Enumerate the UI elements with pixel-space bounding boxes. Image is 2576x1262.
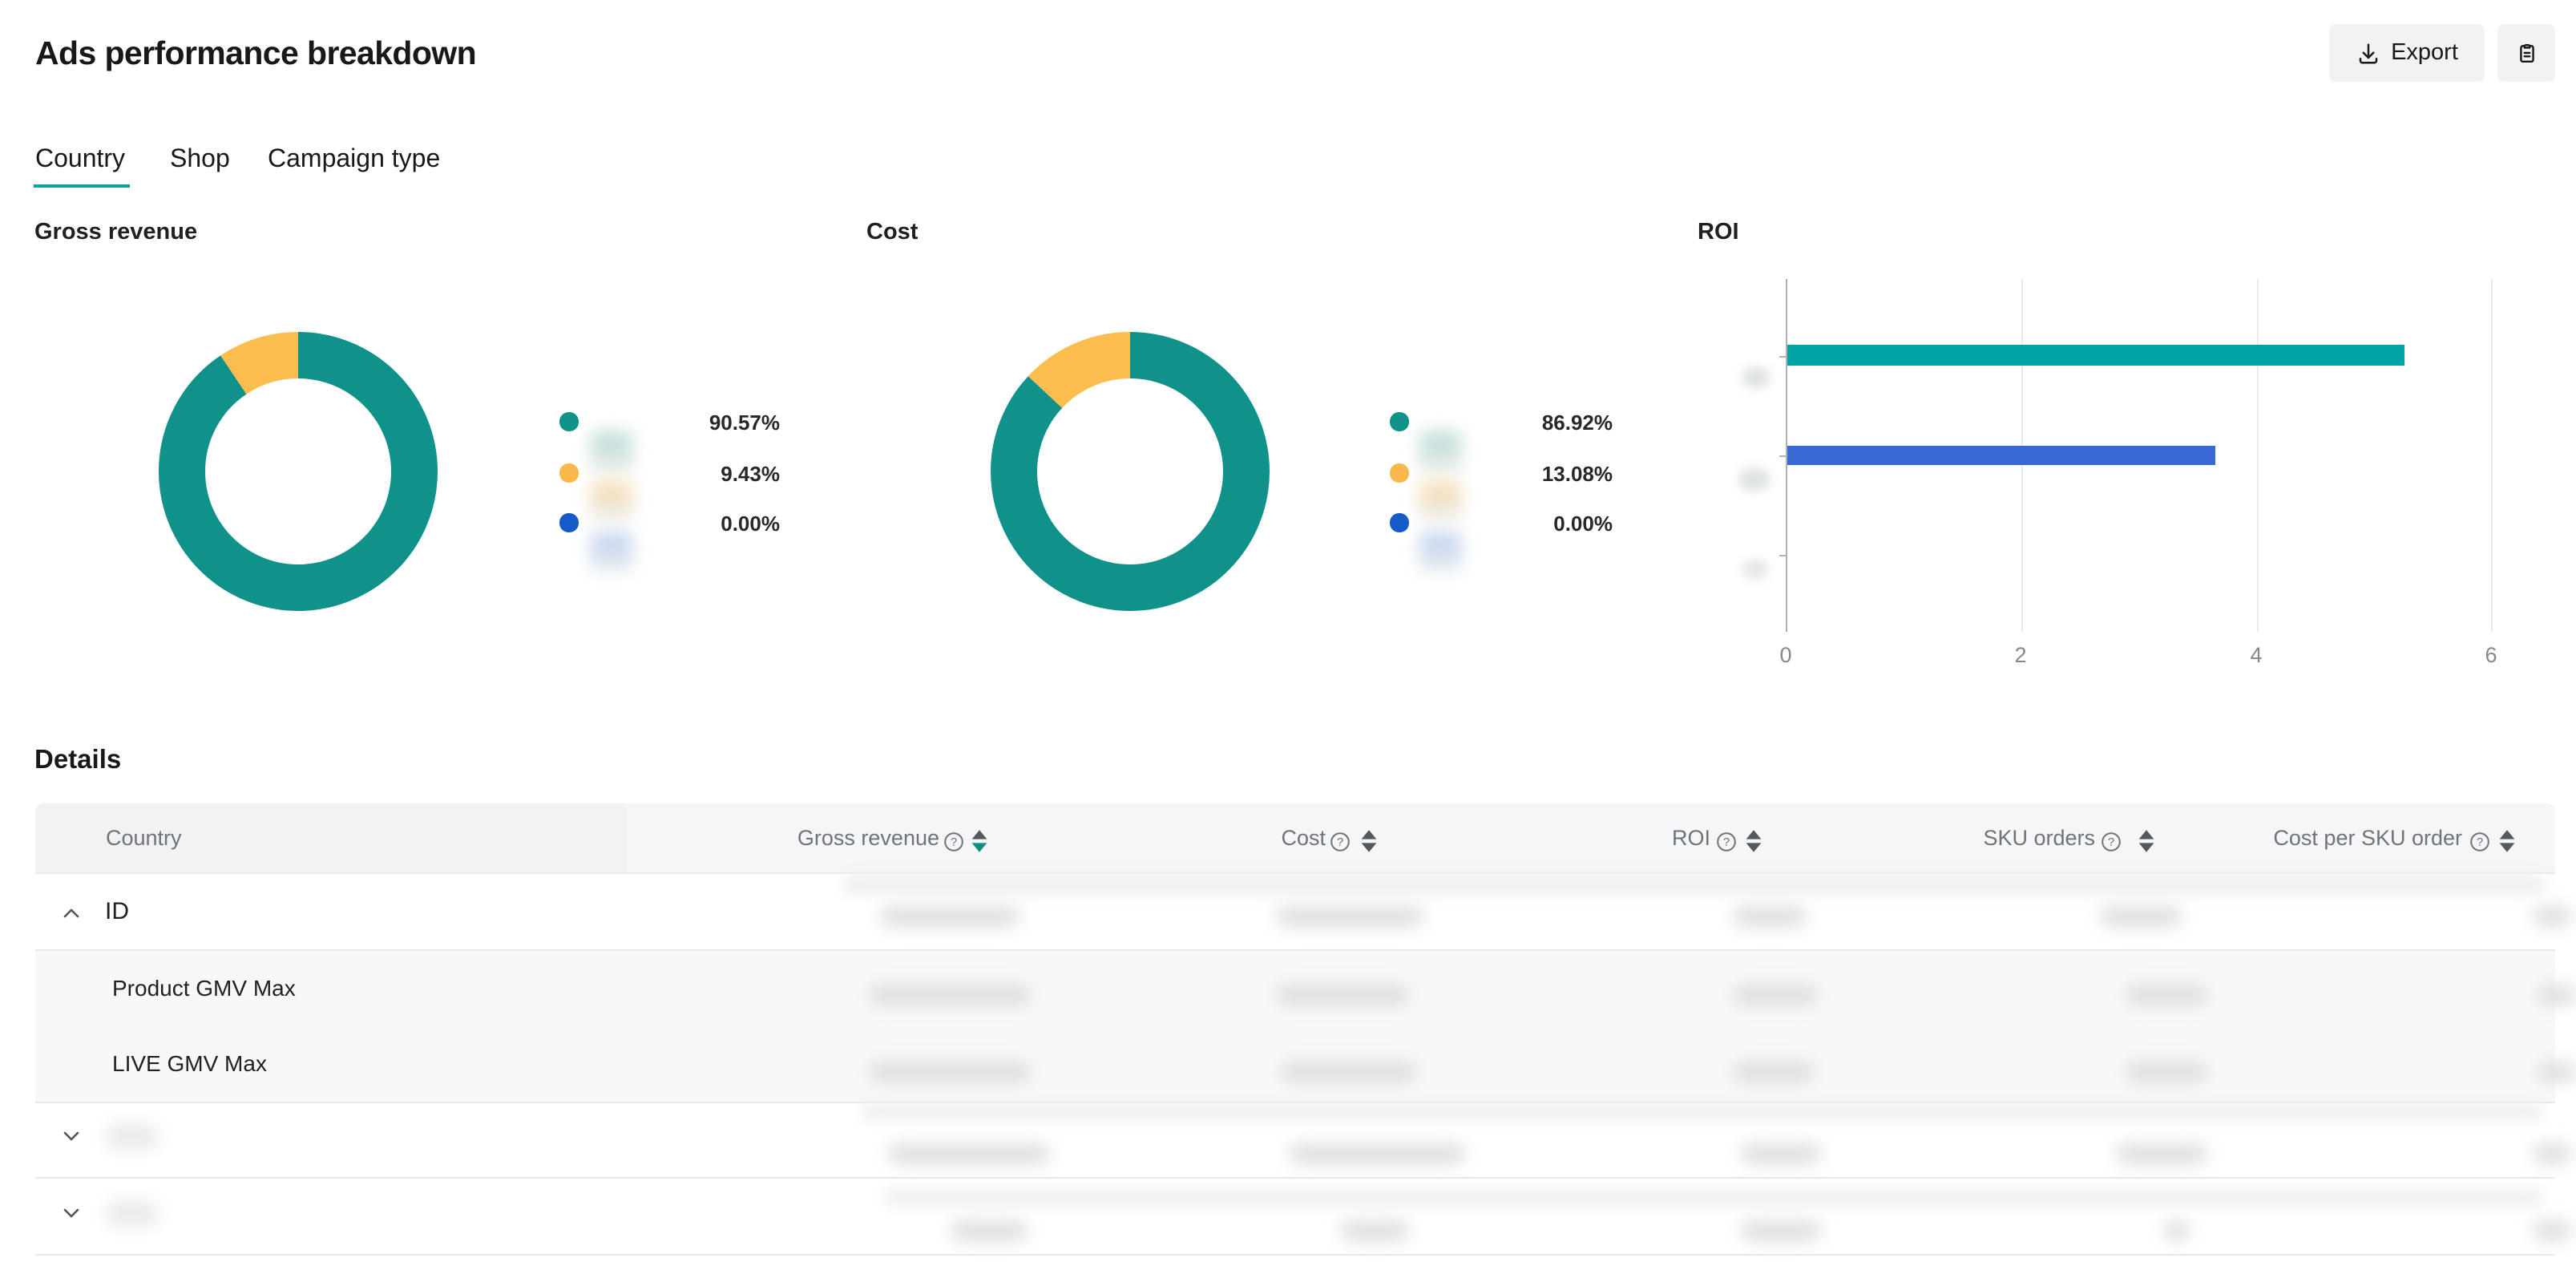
svg-text:?: ? xyxy=(951,835,957,848)
svg-text:?: ? xyxy=(1337,835,1343,848)
svg-text:?: ? xyxy=(2476,835,2482,848)
svg-text:?: ? xyxy=(1722,835,1729,848)
svg-text:?: ? xyxy=(2108,835,2114,848)
